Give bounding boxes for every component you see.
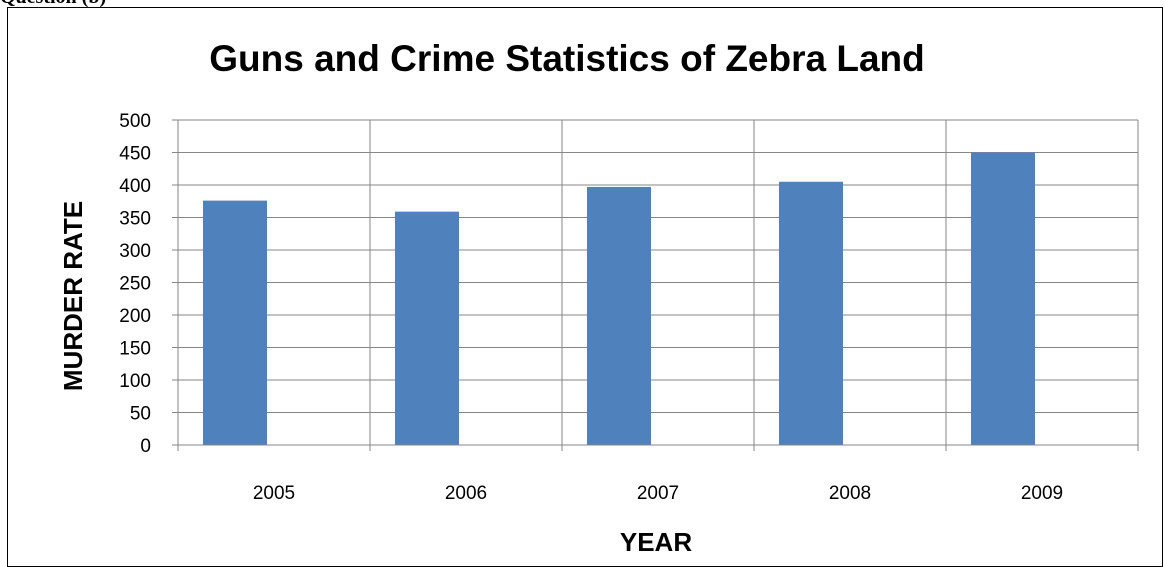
y-tick-label: 300 (119, 241, 151, 262)
y-tick-label: 350 (119, 209, 151, 230)
bar-2009 (971, 152, 1035, 445)
x-tick-labels: 2005 2006 2007 2008 2009 (253, 483, 1063, 504)
y-tick-label: 0 (140, 436, 151, 457)
x-tick-label: 2008 (829, 483, 871, 504)
y-tick-label: 400 (119, 176, 151, 197)
y-tick-label: 150 (119, 339, 151, 360)
bars (203, 152, 1035, 445)
axes (172, 119, 1139, 451)
y-tick-label: 50 (130, 404, 151, 425)
x-tick-label: 2006 (445, 483, 487, 504)
x-tick-label: 2009 (1021, 483, 1063, 504)
x-tick-label: 2005 (253, 483, 295, 504)
y-tick-label: 100 (119, 371, 151, 392)
y-tick-label: 500 (119, 111, 151, 132)
y-tick-label: 200 (119, 306, 151, 327)
bar-2007 (587, 186, 651, 445)
bar-2005 (203, 200, 267, 445)
x-tick-label: 2007 (637, 483, 679, 504)
chart-title: Guns and Crime Statistics of Zebra Land (209, 38, 924, 79)
bar-2008 (779, 181, 843, 445)
y-tick-labels: 0 50 100 150 200 250 300 350 400 450 500 (119, 111, 151, 457)
x-axis-title: YEAR (620, 527, 692, 557)
y-tick-label: 450 (119, 144, 151, 165)
y-tick-label: 250 (119, 274, 151, 295)
question-caption: Question (b) (0, 0, 106, 9)
bar-2006 (395, 211, 459, 445)
y-axis-title: MURDER RATE (58, 201, 88, 391)
